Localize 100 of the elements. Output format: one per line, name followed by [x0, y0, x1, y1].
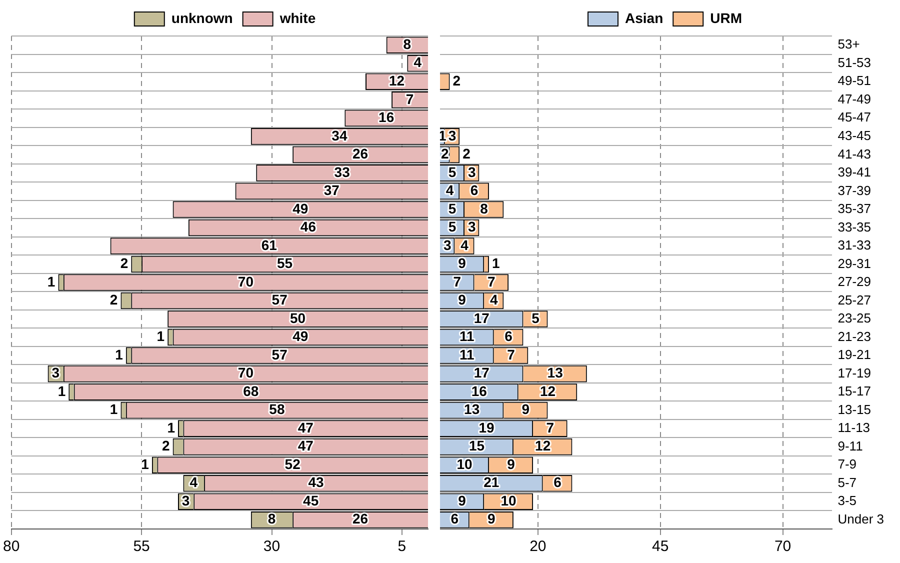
data-label: 3: [52, 364, 60, 381]
data-label: 26: [352, 510, 368, 527]
data-label: 9: [458, 492, 466, 508]
y-tick-label: 11-13: [838, 420, 870, 436]
data-label: 12: [388, 72, 405, 89]
legend-label: white: [278, 10, 316, 26]
data-label: 8: [268, 510, 276, 527]
y-tick-label: 3-5: [838, 493, 857, 508]
data-label: 3: [443, 236, 452, 253]
data-label: 1: [110, 401, 118, 418]
x-tick-label: 45: [652, 538, 669, 556]
data-label: 2: [452, 72, 461, 89]
data-label: 5: [448, 200, 456, 216]
y-tick-label: 39-41: [838, 164, 871, 180]
data-label: 3: [468, 164, 476, 180]
data-label: 37: [324, 182, 340, 198]
data-label: 7: [488, 273, 496, 290]
data-label: 1: [47, 273, 56, 290]
legend-label: unknown: [171, 10, 233, 26]
data-label: 2: [110, 292, 118, 308]
data-label: 61: [261, 236, 278, 253]
data-label: 4: [414, 54, 422, 70]
data-label: 21: [484, 474, 500, 490]
data-label: 16: [471, 382, 488, 399]
y-tick-label: 21-23: [838, 328, 871, 344]
data-label: 45: [303, 492, 319, 508]
data-label: 9: [488, 510, 496, 527]
y-tick-label: 33-35: [838, 219, 871, 234]
data-label: 68: [243, 382, 259, 399]
data-label: 7: [453, 273, 462, 290]
y-tick-label: 51-53: [838, 54, 871, 70]
data-label: 10: [500, 492, 517, 508]
y-tick-label: 17-19: [838, 365, 871, 380]
data-label: 1: [115, 346, 124, 362]
y-tick-label: 41-43: [838, 146, 871, 162]
data-label: 1: [58, 382, 66, 399]
data-label: 55: [276, 255, 293, 272]
y-tick-label: 37-39: [838, 182, 871, 198]
data-label: 57: [272, 346, 288, 362]
legend-label: URM: [710, 10, 742, 26]
data-label: 47: [298, 438, 314, 454]
data-label: 10: [456, 456, 472, 472]
data-label: 6: [450, 510, 459, 527]
data-label: 1: [167, 419, 176, 436]
data-label: 50: [290, 310, 306, 326]
y-tick-label: 31-33: [838, 238, 871, 253]
data-label: 4: [190, 474, 198, 490]
legend-label: Asian: [624, 10, 664, 26]
data-label: 7: [546, 419, 554, 436]
data-label: 15: [468, 438, 485, 454]
y-tick-label: 35-37: [838, 201, 871, 216]
data-label: 34: [332, 127, 348, 144]
data-label: 52: [284, 456, 301, 472]
data-label: 9: [458, 292, 466, 308]
data-label: 46: [300, 218, 316, 235]
y-tick-label: 15-17: [838, 384, 871, 399]
data-label: 11: [460, 346, 475, 362]
data-label: 57: [272, 292, 288, 308]
data-label: 43: [308, 474, 324, 490]
data-label: 4: [490, 292, 498, 308]
data-label: 13: [464, 401, 480, 418]
data-label: 2: [162, 438, 170, 454]
data-label: 1: [492, 255, 500, 272]
y-tick-label: 25-27: [838, 292, 871, 308]
data-label: 58: [269, 401, 285, 418]
data-label: 17: [474, 310, 490, 326]
data-label: 4: [460, 236, 469, 253]
data-label: 2: [462, 146, 471, 162]
x-tick-label: 70: [774, 538, 792, 556]
x-tick-label: 55: [133, 538, 150, 556]
data-label: 49: [292, 328, 308, 344]
data-label: 1: [156, 328, 165, 344]
data-label: 2: [120, 255, 128, 272]
y-tick-label: 27-29: [838, 274, 871, 290]
data-label: 3: [182, 492, 190, 508]
data-label: 5: [448, 218, 456, 235]
y-tick-label: 19-21: [838, 347, 871, 362]
data-label: 26: [352, 146, 368, 162]
data-label: 9: [507, 456, 516, 472]
y-tick-label: 49-51: [838, 73, 871, 88]
data-label: 9: [522, 401, 530, 418]
data-label: 17: [474, 364, 490, 381]
y-tick-label: 5-7: [838, 474, 857, 490]
data-label: 13: [547, 364, 564, 381]
data-label: 7: [507, 346, 516, 362]
y-tick-label: 29-31: [838, 256, 871, 271]
data-label: 2: [441, 146, 449, 162]
data-label: 3: [468, 218, 476, 235]
y-tick-label: 23-25: [838, 310, 871, 326]
data-label: 12: [540, 382, 556, 399]
x-tick-label: 80: [3, 538, 20, 556]
data-label: 6: [470, 182, 478, 198]
data-label: 8: [403, 36, 412, 52]
data-label: 47: [298, 419, 314, 436]
data-label: 70: [238, 364, 254, 381]
y-tick-label: 43-45: [838, 128, 871, 144]
data-label: 5: [448, 164, 456, 180]
data-label: 33: [334, 164, 350, 180]
data-label: 12: [535, 438, 551, 454]
data-label: 7: [406, 90, 414, 107]
